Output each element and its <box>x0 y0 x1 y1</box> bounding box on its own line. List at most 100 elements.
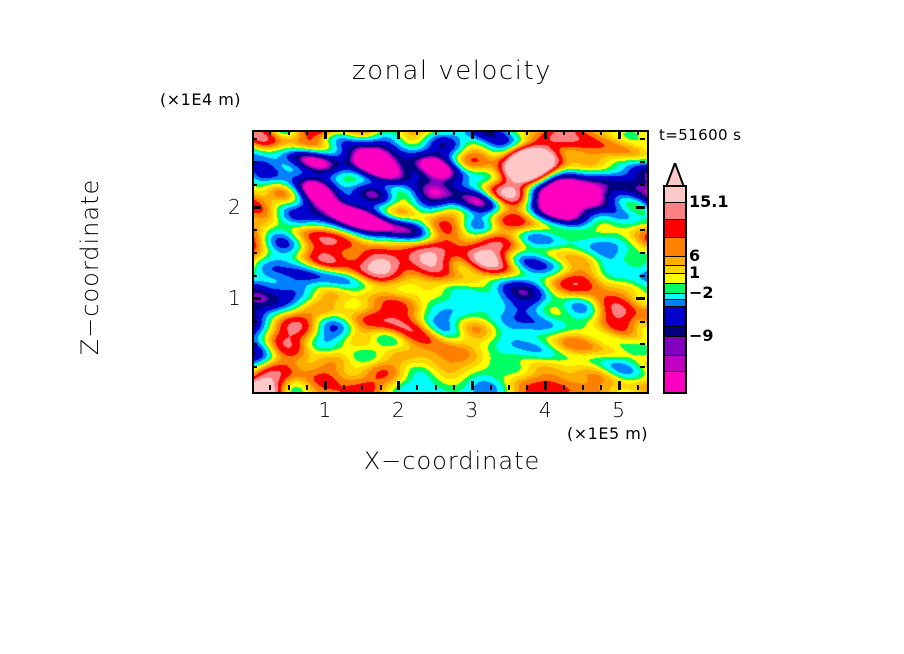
colorbar-tick-label: 6 <box>689 246 701 266</box>
axis-tick-mark <box>269 130 272 135</box>
axis-tick-mark <box>640 138 645 141</box>
axis-tick-mark <box>617 130 621 139</box>
colorbar-band <box>665 273 685 284</box>
axis-tick-mark <box>252 320 257 323</box>
axis-tick-mark <box>306 385 309 390</box>
axis-tick-mark <box>617 381 621 390</box>
axis-tick-mark <box>563 130 566 135</box>
axis-tick-mark <box>508 385 511 390</box>
x-tick-label: 4 <box>538 398 552 422</box>
colorbar-band <box>665 299 685 308</box>
y-tick-label: 1 <box>228 285 241 310</box>
axis-tick-mark <box>397 130 401 139</box>
axis-tick-mark <box>526 130 529 135</box>
axis-tick-mark <box>563 385 566 390</box>
axis-tick-mark <box>361 385 364 390</box>
y-axis-title: Z−coordinate <box>76 178 104 356</box>
colorbar-band <box>665 219 685 238</box>
axis-tick-mark <box>379 130 382 135</box>
axis-tick-mark <box>252 229 257 232</box>
axis-tick-mark <box>287 130 290 135</box>
axis-tick-mark <box>636 206 645 210</box>
axis-tick-mark <box>599 130 602 135</box>
axis-tick-mark <box>640 229 645 232</box>
colorbar-band <box>665 355 685 373</box>
axis-tick-mark <box>379 385 382 390</box>
axis-tick-mark <box>252 343 257 346</box>
colorbar-band <box>665 326 685 337</box>
axis-tick-mark <box>640 366 645 369</box>
colorbar-band <box>665 237 685 258</box>
colorbar-arrow-icon <box>664 163 686 187</box>
colorbar-band <box>665 336 685 356</box>
colorbar-band <box>665 187 685 204</box>
z-axis-unit-label: (×1E4 m) <box>160 90 242 109</box>
axis-tick-mark <box>252 252 257 255</box>
axis-tick-mark <box>416 385 419 390</box>
axis-tick-mark <box>636 130 639 135</box>
colorbar-band <box>665 257 685 266</box>
axis-tick-mark <box>581 385 584 390</box>
axis-tick-mark <box>470 130 474 139</box>
axis-tick-mark <box>453 130 455 135</box>
axis-tick-mark <box>397 381 401 390</box>
colorbar-band <box>665 265 685 274</box>
axis-tick-mark <box>640 343 645 346</box>
axis-tick-mark <box>252 206 261 210</box>
axis-tick-mark <box>640 274 645 277</box>
x-tick-label: 5 <box>612 398 626 422</box>
axis-tick-mark <box>434 130 437 135</box>
axis-tick-mark <box>640 252 645 255</box>
axis-tick-mark <box>453 385 455 390</box>
axis-tick-mark <box>252 183 257 186</box>
colorbar-band <box>665 293 685 300</box>
axis-tick-mark <box>252 160 257 163</box>
timestamp-label: t=51600 s <box>659 126 742 144</box>
axis-tick-mark <box>252 274 257 277</box>
x-tick-label: 2 <box>391 398 405 422</box>
axis-tick-mark <box>287 385 290 390</box>
colorbar-tick-label: 1 <box>689 262 701 282</box>
axis-tick-mark <box>526 385 529 390</box>
colorbar-tick-label: 15.1 <box>689 192 729 212</box>
x-axis-title: X−coordinate <box>363 447 541 475</box>
y-tick-label: 2 <box>228 194 241 219</box>
axis-tick-mark <box>489 130 492 135</box>
axis-tick-mark <box>489 385 492 390</box>
axis-tick-mark <box>416 130 419 135</box>
colorbar-tick-label: −2 <box>689 282 714 302</box>
axis-tick-mark <box>342 385 345 390</box>
colorbar-band <box>665 203 685 220</box>
x-tick-label: 3 <box>465 398 479 422</box>
axis-tick-mark <box>306 130 309 135</box>
axis-tick-mark <box>434 385 437 390</box>
axis-tick-mark <box>252 366 257 369</box>
axis-tick-mark <box>640 320 645 323</box>
x-axis-unit-label: (×1E5 m) <box>567 424 649 443</box>
axis-tick-mark <box>361 130 364 135</box>
axis-tick-mark <box>323 381 327 390</box>
colorbar <box>663 185 687 394</box>
colorbar-band <box>665 283 685 294</box>
x-tick-label: 1 <box>318 398 332 422</box>
axis-tick-mark <box>470 381 474 390</box>
velocity-field-heatmap <box>254 132 647 392</box>
axis-tick-mark <box>640 160 645 163</box>
axis-tick-mark <box>636 385 639 390</box>
colorbar-band <box>665 307 685 327</box>
contour-plot-area <box>252 130 649 394</box>
axis-tick-mark <box>252 138 257 141</box>
colorbar-tick-label: −9 <box>689 325 714 345</box>
colorbar-band <box>665 372 685 392</box>
page-title: zonal velocity <box>351 56 553 86</box>
axis-tick-mark <box>640 183 645 186</box>
axis-tick-mark <box>544 130 548 139</box>
axis-tick-mark <box>342 130 345 135</box>
axis-tick-mark <box>252 297 261 301</box>
axis-tick-mark <box>544 381 548 390</box>
axis-tick-mark <box>508 130 511 135</box>
axis-tick-mark <box>599 385 602 390</box>
axis-tick-mark <box>269 385 272 390</box>
axis-tick-mark <box>636 297 645 301</box>
